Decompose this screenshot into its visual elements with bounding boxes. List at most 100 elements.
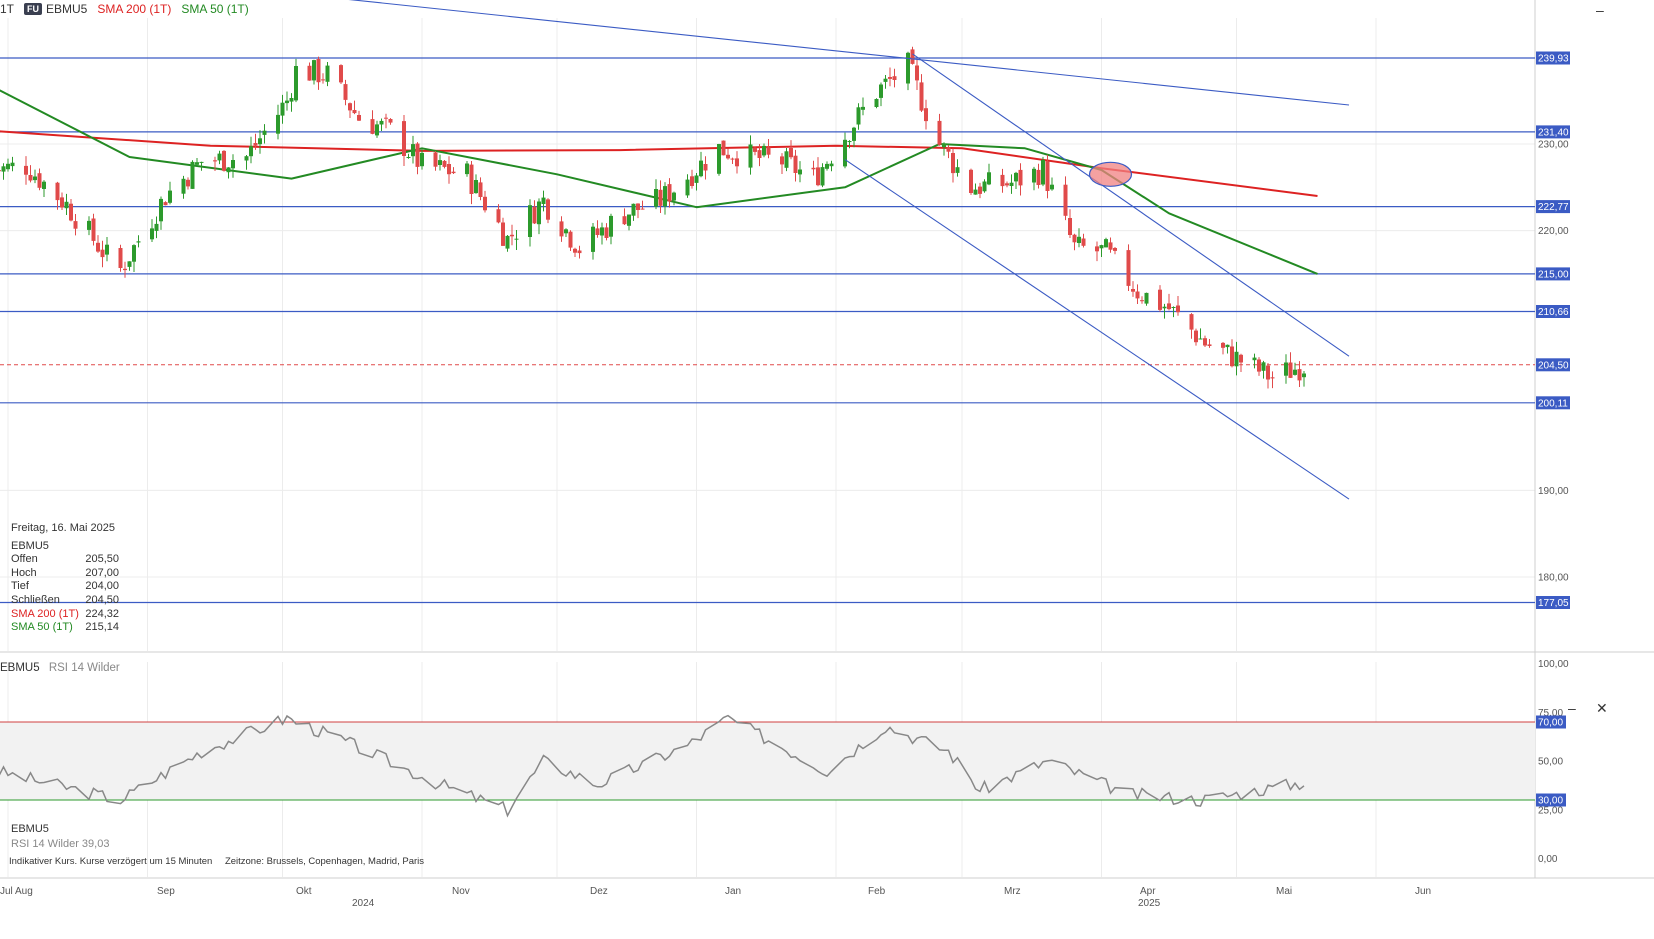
candle-108 — [667, 178, 672, 208]
candle-96 — [595, 220, 600, 238]
candle-body — [217, 153, 222, 161]
candle-22 — [127, 261, 132, 271]
candle-body — [1234, 351, 1239, 367]
candle-200 — [1252, 353, 1257, 369]
candle-58 — [352, 100, 357, 115]
candle-191 — [1194, 328, 1198, 346]
candle-body — [411, 144, 415, 157]
candle-24 — [136, 235, 141, 248]
candle-186 — [1162, 303, 1167, 319]
candle-197 — [1230, 339, 1234, 368]
rsi-info-value: RSI 14 Wilder 39,03 — [11, 838, 110, 850]
candle-body — [478, 182, 483, 197]
candle-body — [762, 145, 766, 156]
candle-body — [1257, 359, 1261, 372]
price-tag-bg-2 — [1536, 200, 1570, 214]
candle-177 — [1104, 237, 1108, 248]
candle-body — [811, 167, 816, 170]
rsi-infobox: EBMU5 RSI 14 Wilder 39,03 — [11, 822, 109, 852]
candle-167 — [1041, 156, 1045, 187]
rsi-band — [0, 722, 1535, 800]
rsi-symbol-label: EBMU5 — [0, 662, 40, 674]
candle-93 — [573, 247, 577, 257]
candle-body — [1036, 169, 1041, 185]
rsi-indicator-label[interactable]: RSI 14 Wilder — [48, 662, 120, 674]
candle-body — [1158, 289, 1162, 310]
symbol-label[interactable]: EBMU5 — [46, 2, 88, 16]
candle-135 — [843, 132, 847, 169]
candle-139 — [861, 97, 865, 116]
candle-148 — [919, 74, 924, 112]
candle-body — [262, 130, 267, 135]
candle-body — [627, 214, 631, 226]
candle-91 — [564, 228, 568, 237]
candle-107 — [663, 182, 667, 215]
candle-body — [0, 170, 1, 172]
candle-174 — [1081, 233, 1086, 248]
candle-body — [150, 228, 154, 240]
price-tag-bg-7 — [1536, 596, 1570, 609]
candle-body — [663, 186, 667, 207]
candle-body — [226, 167, 231, 173]
candle-35 — [213, 156, 217, 171]
minimize-main-icon[interactable]: – — [1596, 2, 1604, 18]
candle-body — [946, 147, 951, 152]
candle-113 — [699, 151, 703, 178]
candle-198 — [1234, 341, 1239, 376]
rsi-tag-bg-0 — [1536, 715, 1566, 729]
candle-207 — [1293, 362, 1297, 376]
info-date: Freitag, 16. Mai 2025 — [11, 522, 115, 534]
candle-54 — [325, 62, 330, 87]
close-rsi-icon[interactable]: ✕ — [1596, 700, 1608, 716]
candle-body — [1266, 365, 1270, 380]
price-tick-3: 180,00 — [1538, 572, 1569, 583]
candle-170 — [1063, 176, 1068, 221]
candle-body — [276, 114, 280, 134]
candle-45 — [276, 104, 280, 140]
candle-body — [879, 84, 883, 98]
candle-179 — [1113, 247, 1117, 255]
candle-body — [1077, 236, 1081, 243]
candle-body — [465, 163, 469, 175]
candle-body — [96, 242, 100, 252]
price-tag-0: 239,93 — [1538, 54, 1569, 65]
candle-160 — [1000, 168, 1005, 193]
candle-133 — [825, 161, 829, 171]
candle-body — [159, 198, 163, 222]
candle-body — [1293, 369, 1297, 375]
candle-body — [735, 158, 739, 167]
candle-104 — [640, 200, 645, 210]
candle-37 — [222, 150, 226, 172]
candle-84 — [514, 230, 519, 250]
info-row-sma50: SMA 50 (1T) 215,14 — [11, 621, 119, 634]
candle-body — [1018, 169, 1023, 186]
candle-151 — [942, 142, 946, 156]
price-tag-4: 210,66 — [1538, 307, 1569, 318]
candle-88 — [541, 190, 546, 212]
candle-182 — [1135, 284, 1140, 304]
candle-body — [888, 77, 892, 79]
candle-128 — [793, 149, 798, 182]
interval-label[interactable]: 1T — [0, 2, 15, 16]
sma50-label[interactable]: SMA 50 (1T) — [181, 2, 249, 16]
candle-85 — [528, 199, 532, 247]
candle-body — [528, 205, 532, 237]
sma200-label[interactable]: SMA 200 (1T) — [97, 2, 172, 16]
info-row-open: Offen 205,50 — [11, 553, 119, 566]
candle-body — [906, 52, 910, 84]
candle-body — [496, 209, 501, 223]
candle-155 — [969, 168, 973, 195]
candle-75 — [465, 161, 469, 177]
candle-43 — [258, 130, 262, 154]
candle-86 — [532, 200, 537, 224]
minimize-rsi-icon[interactable]: – — [1568, 700, 1576, 716]
candle-189 — [1176, 296, 1180, 316]
candle-28 — [163, 201, 168, 206]
candle-body — [667, 184, 672, 202]
candle-body — [604, 227, 609, 238]
candle-body — [1009, 182, 1014, 186]
candle-112 — [694, 173, 699, 191]
candle-176 — [1099, 244, 1104, 257]
candle-body — [375, 124, 379, 136]
